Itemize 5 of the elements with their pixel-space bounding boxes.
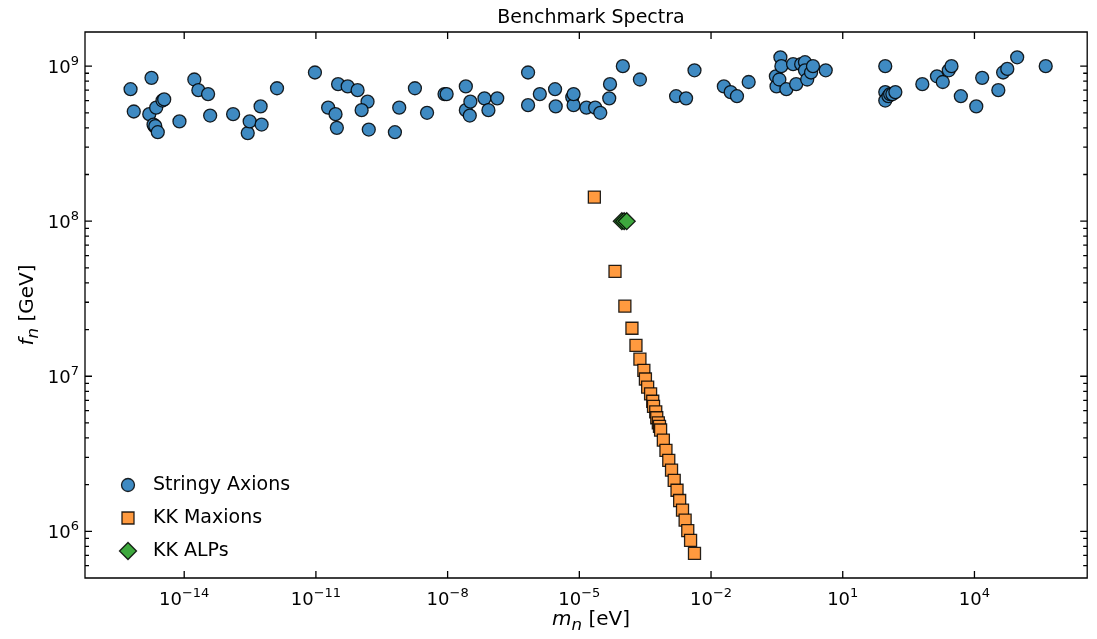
chart-title: Benchmark Spectra — [496, 5, 686, 27]
legend-label: Stringy Axions — [153, 471, 291, 494]
legend-label: KK Maxions — [153, 504, 263, 527]
x-axis-title: m$_{n}$ [eV] — [552, 606, 630, 634]
legend-label: KK ALPs — [153, 537, 229, 560]
